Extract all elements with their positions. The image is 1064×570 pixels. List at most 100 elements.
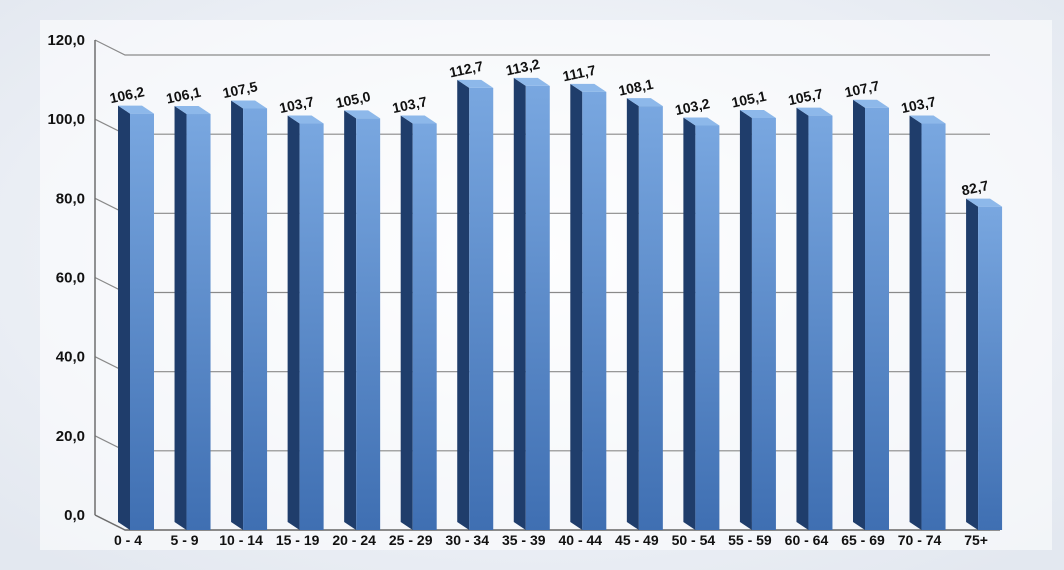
bar: [344, 110, 381, 530]
data-label: 111,7: [561, 62, 597, 85]
bar-front-face: [299, 123, 324, 530]
bar-side-face: [118, 105, 130, 530]
data-label: 103,7: [900, 93, 938, 116]
bar: [513, 77, 550, 531]
bar-side-face: [457, 79, 470, 530]
bar-side-face: [344, 110, 357, 530]
bar: [570, 83, 607, 531]
bar-top-face: [174, 106, 211, 115]
bar: [966, 198, 1003, 531]
bar-top-face: [344, 110, 381, 119]
x-tick-label: 65 - 69: [841, 532, 885, 548]
x-tick-label: 55 - 59: [728, 532, 772, 548]
bar-top-face: [909, 115, 946, 124]
bar-top-face: [457, 79, 494, 88]
bar: [287, 115, 324, 530]
x-tick-label: 20 - 24: [332, 532, 376, 548]
data-label: 103,7: [391, 93, 429, 116]
y-tick-label: 20,0: [56, 428, 85, 445]
bar-top-face: [231, 100, 268, 109]
bar-top-face: [626, 98, 663, 107]
bar-side-face: [400, 115, 413, 530]
bar: [909, 115, 946, 530]
data-label: 108,1: [617, 76, 655, 99]
bar-side-face: [174, 106, 187, 530]
bar: [626, 98, 663, 531]
data-label: 105,1: [730, 88, 768, 111]
bar-front-face: [130, 113, 154, 530]
data-label: 106,1: [165, 84, 203, 107]
bar-front-face: [469, 87, 494, 530]
bar-side-face: [853, 99, 865, 530]
bar-top-face: [683, 117, 720, 126]
bar: [683, 117, 720, 530]
bar-top-face: [853, 99, 889, 108]
x-tick-label: 25 - 29: [389, 532, 433, 548]
y-tick-label: 80,0: [56, 190, 85, 207]
bar-top-face: [118, 105, 154, 114]
bar-side-face: [626, 98, 639, 531]
bar-front-face: [751, 117, 776, 531]
bar-front-face: [525, 85, 550, 531]
x-axis-category-labels: 0 - 4 5 - 9 10 - 14 15 - 19 20 - 24 25 - 29 30…: [114, 532, 988, 548]
bar-side-face: [966, 198, 979, 531]
bar-front-face: [638, 106, 663, 531]
x-tick-label: 40 - 44: [559, 532, 603, 548]
data-label: 103,7: [278, 93, 316, 116]
bar-side-face: [231, 100, 244, 531]
data-label: 112,7: [448, 58, 485, 81]
y-tick-label: 120,0: [47, 32, 85, 49]
bar-side-face: [739, 109, 752, 531]
bar-side-face: [909, 115, 922, 530]
data-label: 107,7: [843, 77, 881, 100]
bar-top-face: [739, 109, 776, 118]
bar: [400, 115, 437, 530]
bar-front-face: [695, 125, 720, 530]
bar-front-face: [186, 114, 211, 530]
x-tick-label: 5 - 9: [171, 532, 199, 548]
bar: [853, 99, 889, 530]
bar: [118, 105, 154, 530]
y-tick-label: 0,0: [64, 507, 85, 524]
data-label: 105,0: [334, 88, 372, 111]
bar-front-face: [978, 206, 1003, 531]
x-tick-label: 30 - 34: [445, 532, 489, 548]
bar: [739, 109, 776, 531]
data-label: 107,5: [221, 78, 259, 101]
bar-front-face: [808, 115, 833, 531]
x-tick-label: 70 - 74: [898, 532, 942, 548]
x-tick-label: 50 - 54: [672, 532, 716, 548]
data-label: 82,7: [960, 177, 990, 198]
bar: [174, 106, 211, 530]
x-tick-label: 60 - 64: [785, 532, 829, 548]
data-labels: 106,2 106,1 107,5 103,7 105,0 103,7 112,7 113,2…: [108, 56, 990, 199]
bars: [118, 77, 1003, 531]
data-label: 105,7: [787, 85, 825, 108]
data-label: 106,2: [108, 83, 146, 106]
x-tick-label: 0 - 4: [114, 532, 142, 548]
gridline: [94, 39, 990, 56]
x-tick-label: 45 - 49: [615, 532, 659, 548]
bar-top-face: [966, 198, 1003, 207]
x-tick-label: 35 - 39: [502, 532, 546, 548]
bar: [231, 100, 268, 531]
bar-top-face: [796, 107, 833, 116]
bar: [457, 79, 494, 530]
bar-side-face: [287, 115, 300, 530]
bar: [796, 107, 833, 531]
bar-side-face: [683, 117, 696, 530]
bar-front-face: [865, 107, 889, 530]
data-label: 113,2: [504, 56, 541, 79]
bar-front-face: [356, 118, 381, 530]
bar-front-face: [921, 123, 946, 530]
bar-top-face: [400, 115, 437, 124]
bar-top-face: [513, 77, 550, 86]
x-tick-label: 15 - 19: [276, 532, 320, 548]
y-tick-label: 40,0: [56, 349, 85, 366]
bar-front-face: [582, 91, 607, 531]
x-tick-label: 10 - 14: [219, 532, 263, 548]
y-axis-tick-labels: 0,0 20,0 40,0 60,0 80,0 100,0 120,0: [47, 32, 85, 524]
bar-side-face: [796, 107, 809, 531]
y-tick-label: 100,0: [47, 111, 85, 128]
